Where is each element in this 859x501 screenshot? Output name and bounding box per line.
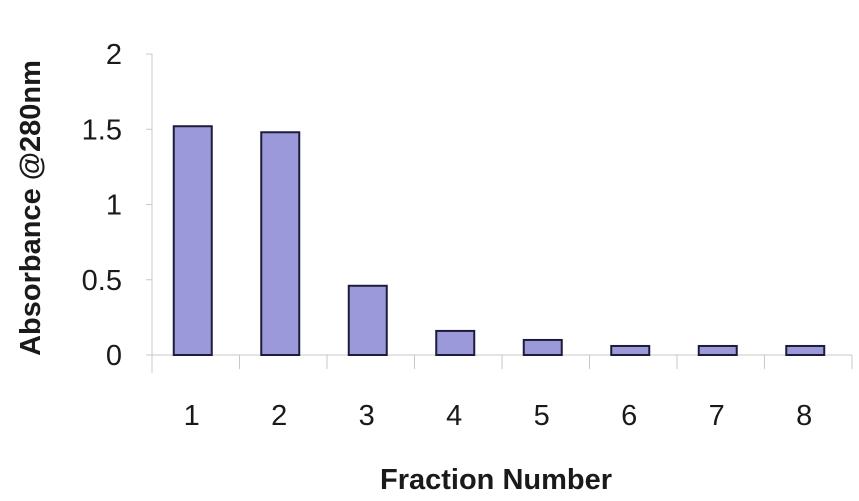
bars — [172, 125, 826, 357]
x-tick-label: 7 — [709, 400, 725, 432]
axis-labels: Fraction Number Absorbance @280nm — [15, 60, 612, 496]
x-axis-title: Fraction Number — [380, 464, 612, 496]
x-tick-label: 1 — [184, 400, 200, 432]
y-tick-label: 0.5 — [82, 265, 122, 297]
bar — [785, 344, 826, 357]
y-tick-label: 1 — [106, 190, 122, 222]
y-tick-label: 0 — [106, 340, 122, 372]
x-axis: 1 2 3 4 5 6 7 8 — [152, 354, 853, 432]
x-tick-label: 6 — [621, 400, 637, 432]
bar — [435, 329, 476, 357]
bar — [610, 344, 651, 357]
bar — [522, 338, 563, 357]
y-axis: 0 0.5 1 1.5 2 — [82, 39, 153, 373]
y-axis-title: Absorbance @280nm — [15, 60, 47, 356]
bar — [697, 344, 738, 357]
y-tick-label: 2 — [106, 39, 122, 71]
x-tick-label: 2 — [271, 400, 287, 432]
y-tick-label: 1.5 — [82, 114, 122, 146]
x-tick-label: 8 — [796, 400, 812, 432]
x-tick-label: 4 — [446, 400, 462, 432]
bar — [172, 125, 213, 356]
x-tick-label: 3 — [359, 400, 375, 432]
bar — [347, 284, 388, 356]
bar — [260, 131, 301, 356]
x-tick-label: 5 — [534, 400, 550, 432]
